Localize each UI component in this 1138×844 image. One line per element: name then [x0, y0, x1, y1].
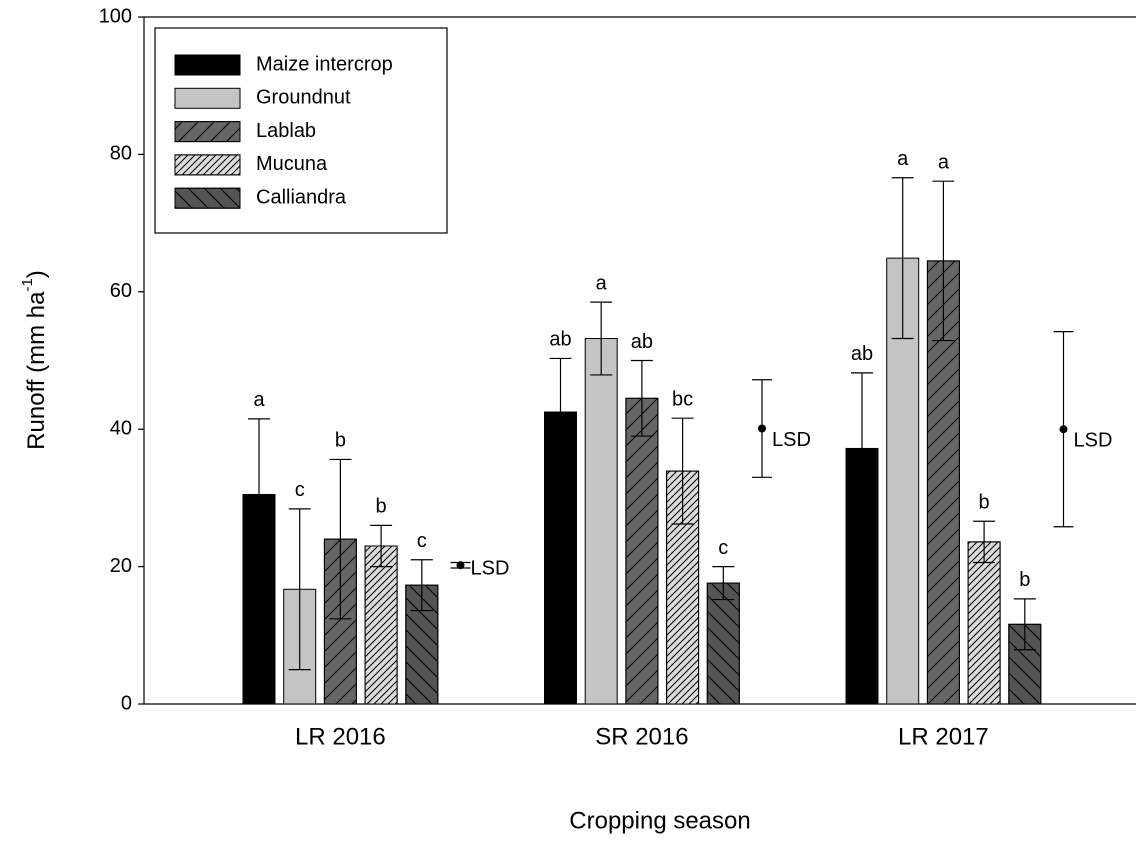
legend-label: Maize intercrop — [256, 53, 393, 75]
y-axis-title: Runoff (mm ha-1) — [19, 270, 50, 450]
lsd-point — [1059, 425, 1068, 434]
bar — [584, 338, 618, 705]
y-tick-label: 40 — [110, 417, 132, 439]
significance-label: c — [718, 537, 728, 559]
significance-label: ab — [549, 329, 571, 351]
significance-label: c — [295, 479, 305, 501]
lsd-label: LSD — [1074, 429, 1113, 451]
significance-label: a — [596, 272, 608, 294]
legend-label: Calliandra — [256, 186, 347, 208]
lsd-point — [456, 561, 465, 570]
legend-label: Lablab — [256, 120, 316, 142]
lsd-label: LSD — [471, 558, 510, 580]
significance-label: ab — [631, 331, 653, 353]
y-axis-title-sup: -1 — [19, 278, 36, 291]
bar-hatch — [364, 545, 398, 705]
significance-label: b — [376, 496, 387, 518]
y-tick-label: 0 — [121, 692, 132, 714]
significance-label: b — [335, 430, 346, 452]
y-tick-label: 60 — [110, 280, 132, 302]
x-axis-title: Cropping season — [569, 807, 750, 834]
x-tick-label: SR 2016 — [595, 723, 688, 750]
legend-label: Groundnut — [256, 87, 351, 109]
lsd-point — [758, 424, 766, 433]
bar-hatch — [706, 582, 740, 705]
y-tick-label: 100 — [99, 5, 132, 27]
legend-swatch-hatch — [174, 154, 241, 176]
x-tick-label: LR 2016 — [295, 723, 386, 750]
lsd-label: LSD — [772, 429, 811, 451]
legend-label: Mucuna — [256, 153, 328, 175]
y-tick-label: 80 — [110, 143, 132, 165]
legend-swatch-hatch — [174, 187, 241, 209]
x-tick-label: LR 2017 — [898, 723, 989, 750]
legend-swatch — [174, 54, 241, 76]
legend-swatch — [174, 87, 241, 109]
bar-hatch — [967, 541, 1001, 705]
y-axis-title-text: Runoff (mm ha — [23, 291, 50, 450]
significance-label: bc — [672, 388, 693, 410]
significance-label: b — [979, 492, 990, 514]
y-tick-label: 20 — [110, 555, 132, 577]
y-axis-title-end: ) — [23, 270, 50, 278]
significance-label: ab — [851, 343, 873, 365]
significance-label: a — [253, 389, 265, 411]
bar-hatch — [625, 397, 659, 705]
significance-label: a — [938, 151, 950, 173]
significance-label: b — [1019, 569, 1030, 591]
legend-swatch-hatch — [174, 121, 241, 143]
significance-label: c — [417, 530, 427, 552]
significance-label: a — [897, 148, 909, 170]
